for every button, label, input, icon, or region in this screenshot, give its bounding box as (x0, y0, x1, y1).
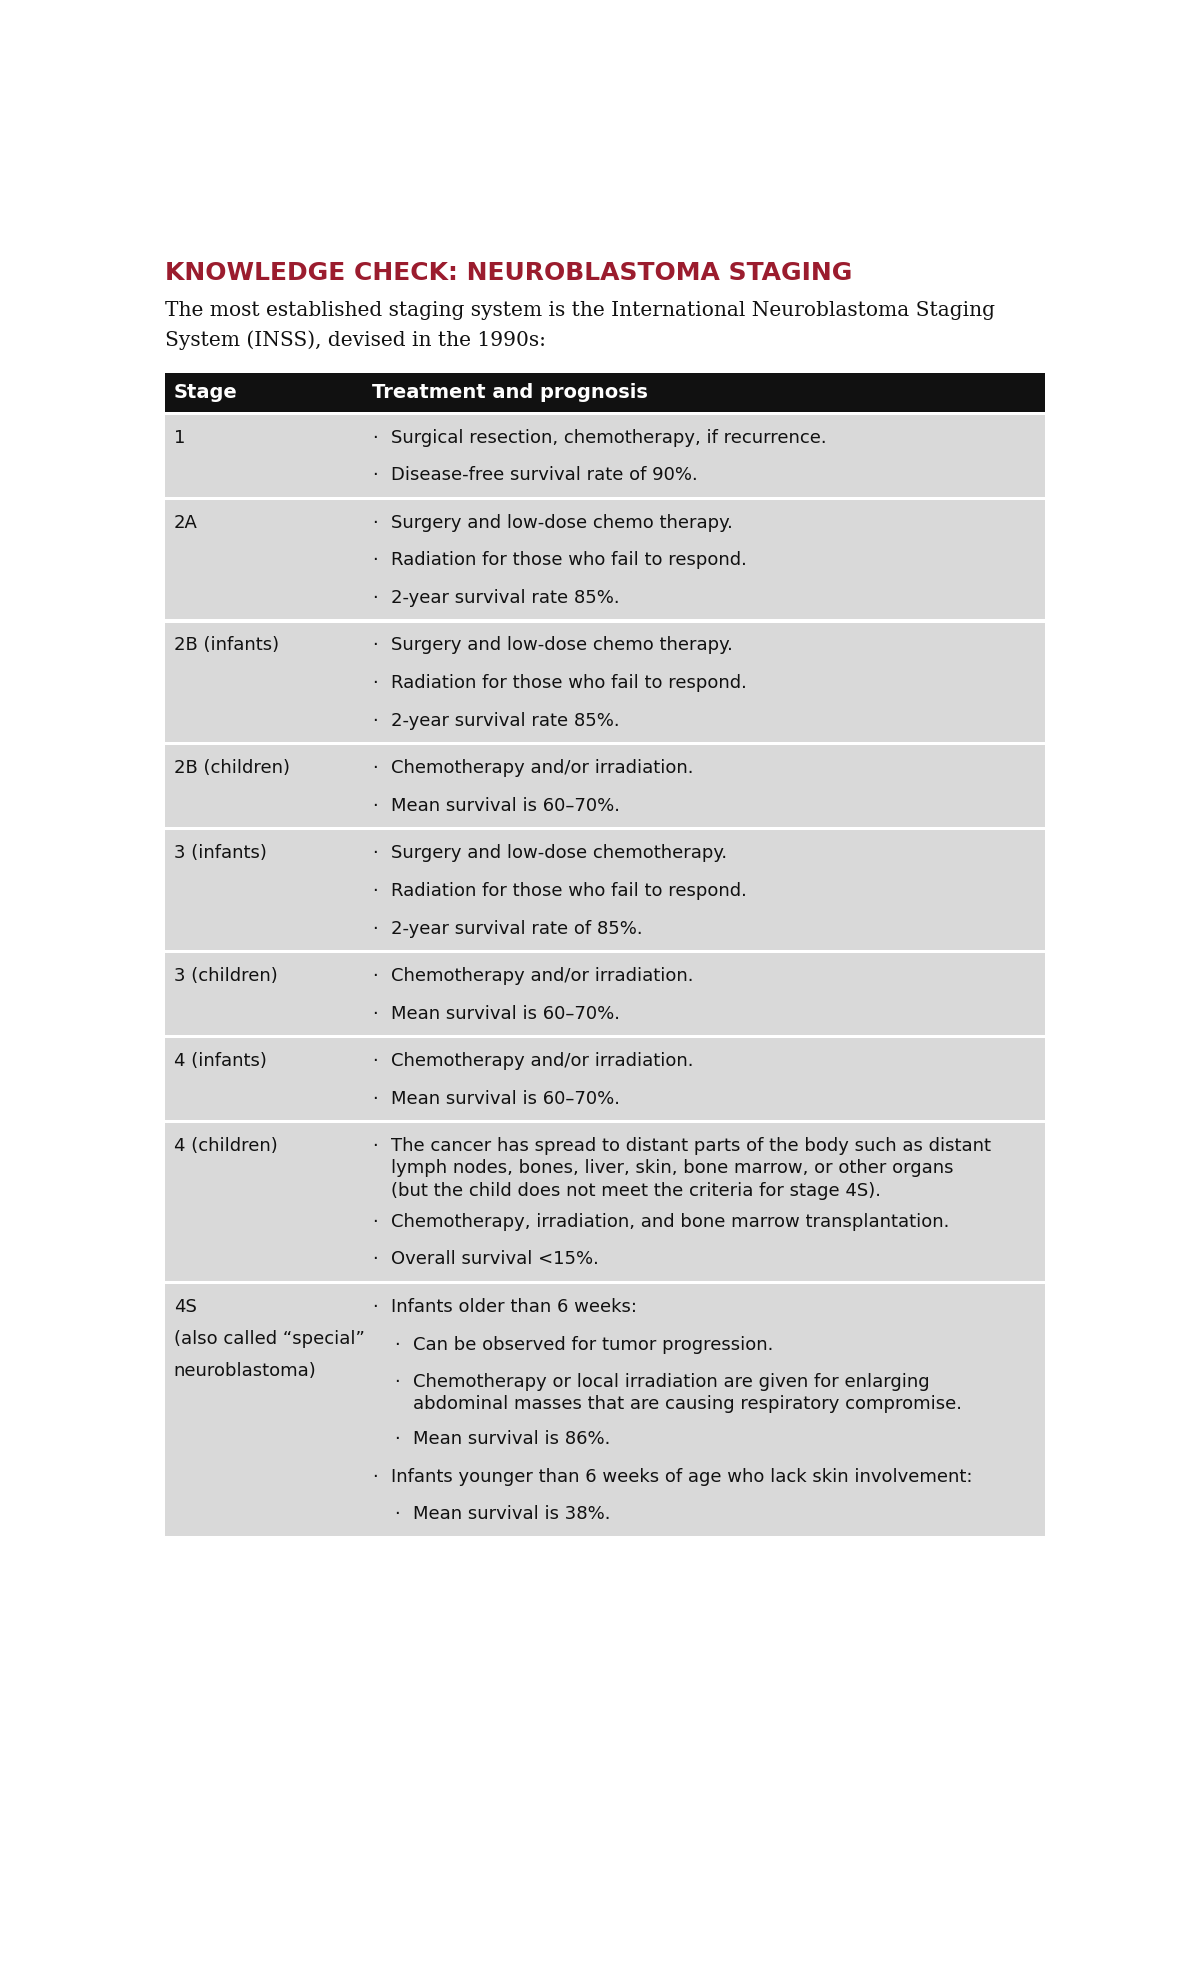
Text: ·: · (372, 1251, 378, 1269)
Bar (362, 1124, 1045, 1281)
Bar (362, 1039, 1045, 1120)
Bar (164, 828, 1045, 830)
Text: KNOWLEDGE CHECK: NEUROBLASTOMA STAGING: KNOWLEDGE CHECK: NEUROBLASTOMA STAGING (164, 262, 852, 286)
Bar (164, 620, 1045, 622)
Bar (362, 1285, 1045, 1535)
Text: Infants older than 6 weeks:: Infants older than 6 weeks: (392, 1297, 637, 1317)
Text: ·: · (372, 844, 378, 862)
Text: ·: · (372, 429, 378, 447)
Text: 2A: 2A (173, 514, 198, 532)
Text: 4 (infants): 4 (infants) (173, 1053, 267, 1070)
Bar (362, 415, 1045, 496)
Text: ·: · (372, 636, 378, 655)
Text: Surgery and low-dose chemo therapy.: Surgery and low-dose chemo therapy. (392, 514, 733, 532)
Bar (164, 500, 362, 620)
Bar (362, 953, 1045, 1035)
Bar (164, 1120, 1045, 1124)
Text: ·: · (372, 1138, 378, 1156)
Text: ·: · (372, 1468, 378, 1486)
Text: ·: · (372, 920, 378, 937)
Text: 4 (children): 4 (children) (173, 1138, 277, 1156)
Text: Chemotherapy or local irradiation are given for enlarging
abdominal masses that : Chemotherapy or local irradiation are gi… (413, 1372, 962, 1414)
Text: ·: · (372, 711, 378, 731)
Text: Mean survival is 60–70%.: Mean survival is 60–70%. (392, 1005, 621, 1023)
Text: The most established staging system is the International Neuroblastoma Staging: The most established staging system is t… (164, 302, 995, 320)
Text: Chemotherapy and/or irradiation.: Chemotherapy and/or irradiation. (392, 967, 694, 985)
Text: ·: · (372, 590, 378, 608)
Text: Mean survival is 60–70%.: Mean survival is 60–70%. (392, 1090, 621, 1108)
Text: ·: · (372, 552, 378, 570)
Bar (362, 830, 1045, 949)
Bar (164, 622, 362, 743)
Text: ·: · (372, 1213, 378, 1231)
Text: Surgery and low-dose chemotherapy.: Surgery and low-dose chemotherapy. (392, 844, 727, 862)
Text: 2-year survival rate of 85%.: 2-year survival rate of 85%. (392, 920, 643, 937)
Bar (164, 953, 362, 1035)
Text: Radiation for those who fail to respond.: Radiation for those who fail to respond. (392, 552, 747, 570)
Text: Chemotherapy and/or irradiation.: Chemotherapy and/or irradiation. (392, 759, 694, 777)
Text: ·: · (372, 1090, 378, 1108)
Text: 3 (children): 3 (children) (173, 967, 277, 985)
Bar (362, 622, 1045, 743)
Text: Disease-free survival rate of 90%.: Disease-free survival rate of 90%. (392, 467, 699, 485)
Text: System (INSS), devised in the 1990s:: System (INSS), devised in the 1990s: (164, 332, 545, 350)
Text: ·: · (372, 759, 378, 777)
Text: Mean survival is 86%.: Mean survival is 86%. (413, 1430, 610, 1448)
Bar (164, 496, 1045, 500)
Text: ·: · (372, 882, 378, 900)
Text: ·: · (394, 1505, 399, 1523)
Bar (164, 373, 1045, 411)
Text: Surgical resection, chemotherapy, if recurrence.: Surgical resection, chemotherapy, if rec… (392, 429, 827, 447)
Bar (164, 949, 1045, 953)
Text: ·: · (372, 673, 378, 693)
Text: 2-year survival rate 85%.: 2-year survival rate 85%. (392, 590, 620, 608)
Bar (164, 1281, 1045, 1285)
Text: Treatment and prognosis: Treatment and prognosis (372, 383, 648, 401)
Bar (164, 1535, 1045, 1539)
Text: Can be observed for tumor progression.: Can be observed for tumor progression. (413, 1335, 773, 1354)
Text: 3 (infants): 3 (infants) (173, 844, 267, 862)
Text: ·: · (372, 967, 378, 985)
Text: Chemotherapy and/or irradiation.: Chemotherapy and/or irradiation. (392, 1053, 694, 1070)
Bar (164, 743, 1045, 745)
Text: ·: · (394, 1335, 399, 1354)
Text: 2B (infants): 2B (infants) (173, 636, 278, 655)
Bar (164, 1285, 362, 1535)
Text: ·: · (394, 1372, 399, 1392)
Bar (164, 415, 362, 496)
Bar (164, 745, 362, 828)
Text: Mean survival is 38%.: Mean survival is 38%. (413, 1505, 610, 1523)
Text: ·: · (372, 467, 378, 485)
Bar (164, 1035, 1045, 1039)
Bar (164, 830, 362, 949)
Text: Stage: Stage (173, 383, 237, 401)
Text: ·: · (372, 514, 378, 532)
Bar (362, 500, 1045, 620)
Text: 1: 1 (173, 429, 185, 447)
Text: Mean survival is 60–70%.: Mean survival is 60–70%. (392, 796, 621, 814)
Bar (164, 1039, 362, 1120)
Text: Radiation for those who fail to respond.: Radiation for those who fail to respond. (392, 882, 747, 900)
Text: The cancer has spread to distant parts of the body such as distant
lymph nodes, : The cancer has spread to distant parts o… (392, 1138, 991, 1200)
Text: ·: · (372, 1053, 378, 1070)
Text: Overall survival <15%.: Overall survival <15%. (392, 1251, 599, 1269)
Text: Surgery and low-dose chemo therapy.: Surgery and low-dose chemo therapy. (392, 636, 733, 655)
Text: ·: · (372, 796, 378, 814)
Text: 2B (children): 2B (children) (173, 759, 290, 777)
Text: Radiation for those who fail to respond.: Radiation for those who fail to respond. (392, 673, 747, 693)
Text: ·: · (372, 1297, 378, 1317)
Text: ·: · (372, 1005, 378, 1023)
Text: ·: · (394, 1430, 399, 1448)
Text: 4S
(also called “special”
neuroblastoma): 4S (also called “special” neuroblastoma) (173, 1297, 365, 1380)
Bar (164, 1124, 362, 1281)
Bar (362, 745, 1045, 828)
Text: Chemotherapy, irradiation, and bone marrow transplantation.: Chemotherapy, irradiation, and bone marr… (392, 1213, 950, 1231)
Text: 2-year survival rate 85%.: 2-year survival rate 85%. (392, 711, 620, 731)
Bar (164, 411, 1045, 415)
Text: Infants younger than 6 weeks of age who lack skin involvement:: Infants younger than 6 weeks of age who … (392, 1468, 972, 1486)
